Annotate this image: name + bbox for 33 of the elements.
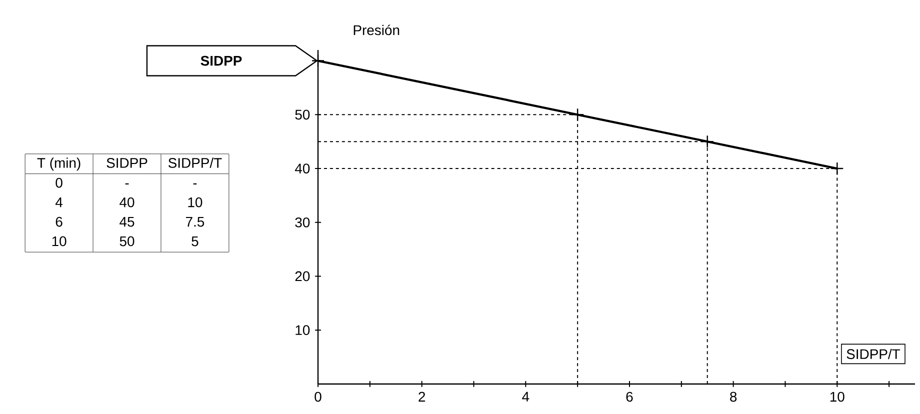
text: 10 <box>188 197 202 208</box>
point <box>571 108 584 122</box>
x-tick-label: 2 <box>418 392 426 402</box>
point <box>830 162 844 176</box>
x-tick-label: 10 <box>830 392 844 402</box>
text: 6 <box>56 216 62 227</box>
text: SIDPP <box>200 56 242 66</box>
point <box>700 135 714 148</box>
text: SIDPP <box>106 158 148 168</box>
x-tick-label: 0 <box>314 392 322 402</box>
x-tick-label: 6 <box>626 392 633 402</box>
text: SIDPP/T <box>168 158 222 168</box>
x-tick-label: 8 <box>730 392 737 402</box>
point <box>311 54 325 68</box>
x-axis-title: SIDPP/T <box>846 348 900 360</box>
text: 0 <box>56 178 62 188</box>
x-tick-label: 4 <box>522 392 530 402</box>
text: 4 <box>55 198 63 208</box>
y-tick-label: 40 <box>294 164 310 174</box>
y-tick-label: 10 <box>296 325 310 336</box>
text: - <box>193 183 197 184</box>
y-tick-label: 20 <box>295 271 310 282</box>
text: 5 <box>192 236 198 246</box>
text: T (min) <box>37 158 80 171</box>
y-axis-title: Presión <box>354 24 400 36</box>
text: 40 <box>120 197 134 208</box>
y-tick-label: 30 <box>295 217 310 228</box>
text: - <box>125 183 129 184</box>
text: 50 <box>120 236 134 246</box>
text: 10 <box>52 236 66 246</box>
text: 45 <box>120 216 134 227</box>
text: 7.5 <box>186 216 204 227</box>
y-tick-label: 50 <box>295 110 310 120</box>
